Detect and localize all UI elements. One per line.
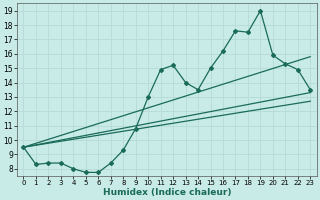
X-axis label: Humidex (Indice chaleur): Humidex (Indice chaleur) [103, 188, 231, 197]
